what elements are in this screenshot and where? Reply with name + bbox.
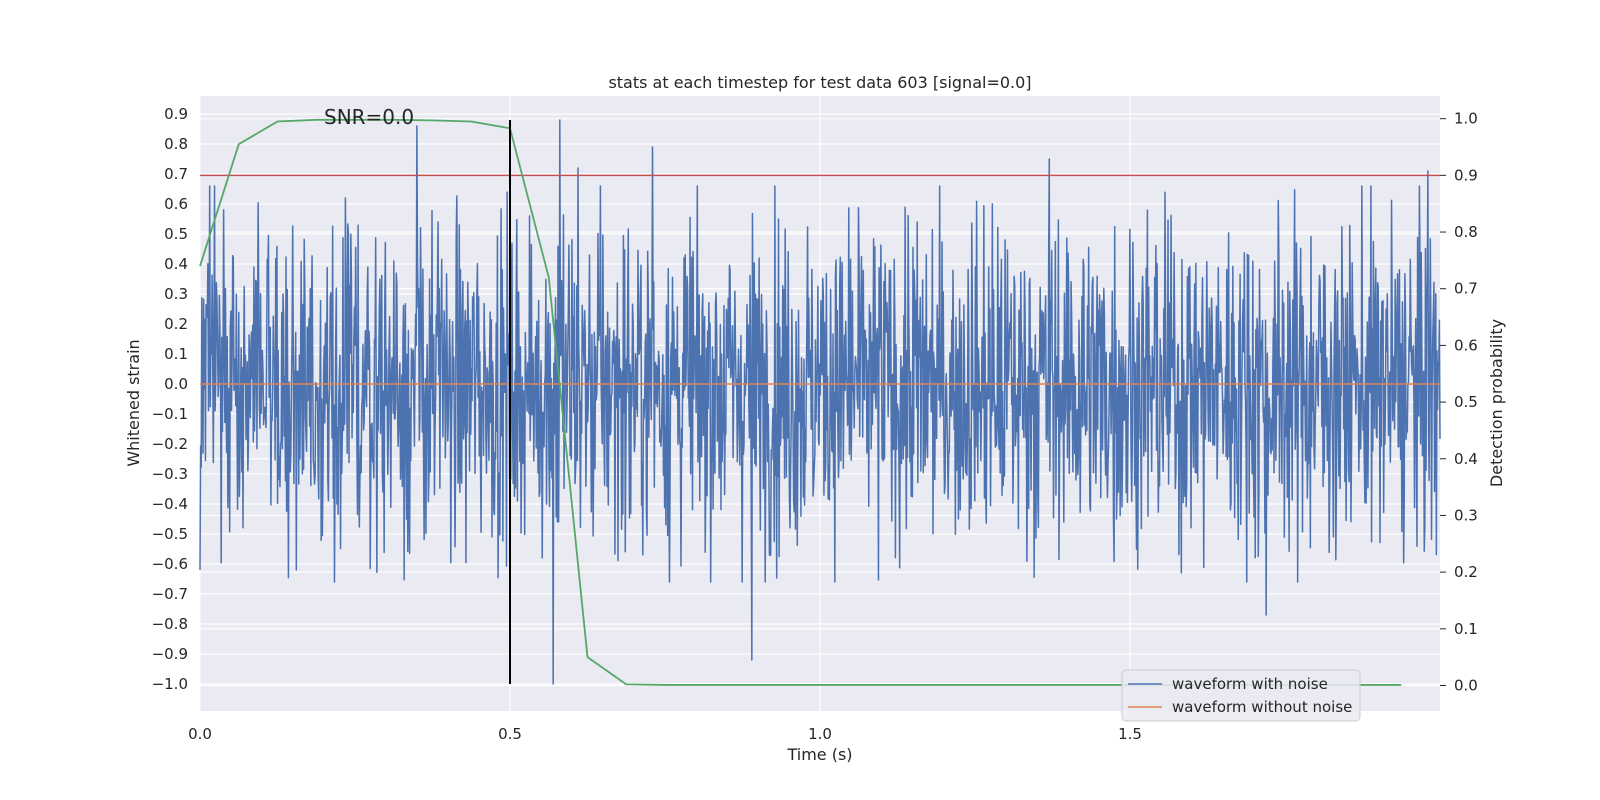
legend-label-waveform-without-noise: waveform without noise: [1172, 698, 1352, 716]
y-tick-label: 0.5: [164, 225, 188, 243]
y-axis-right-ticks: 1.0 0.9 0.8 0.7 0.6 0.5 0.4 0.3 0.2 0.1 0.0: [1440, 110, 1478, 694]
y-right-tick-label: 1.0: [1454, 110, 1478, 128]
y-tick-label: −0.4: [152, 495, 188, 513]
y-tick-label: 0.3: [164, 285, 188, 303]
x-tick-label: 1.0: [808, 725, 832, 743]
x-axis-ticks: 0.0 0.5 1.0 1.5: [188, 725, 1142, 743]
y-axis-ticks: 0.9 0.8 0.7 0.6 0.5 0.4 0.3 0.2 0.1 0.0 −0.1 −0.2 −0…: [152, 105, 188, 693]
y-tick-label: −1.0: [152, 675, 188, 693]
y-tick-label: −0.3: [152, 465, 188, 483]
y-tick-label: 0.1: [164, 345, 188, 363]
y-right-tick-label: 0.1: [1454, 620, 1478, 638]
y-right-tick-label: 0.8: [1454, 223, 1478, 241]
y-tick-label: −0.7: [152, 585, 188, 603]
y-right-tick-label: 0.4: [1454, 450, 1478, 468]
y-tick-label: −0.6: [152, 555, 188, 573]
y-right-tick-label: 0.5: [1454, 393, 1478, 411]
chart-title: stats at each timestep for test data 603…: [608, 73, 1031, 92]
y-right-tick-label: 0.3: [1454, 506, 1478, 524]
x-axis-label: Time (s): [786, 745, 852, 764]
y-tick-label: 0.0: [164, 375, 188, 393]
y-right-tick-label: 0.7: [1454, 280, 1478, 298]
x-tick-label: 0.5: [498, 725, 522, 743]
y-right-tick-label: 0.9: [1454, 166, 1478, 184]
legend: waveform with noise waveform without noi…: [1121, 669, 1361, 722]
series-waveform-with-noise: [199, 119, 1441, 685]
y-tick-label: 0.4: [164, 255, 188, 273]
y-tick-label: 0.9: [164, 105, 188, 123]
snr-annotation: SNR=0.0: [324, 105, 414, 129]
y-tick-label: 0.7: [164, 165, 188, 183]
y-tick-label: 0.2: [164, 315, 188, 333]
series-layer: [199, 118, 1441, 686]
legend-label-waveform-with-noise: waveform with noise: [1172, 675, 1328, 693]
y-tick-label: −0.1: [152, 405, 188, 423]
y-tick-label: −0.8: [152, 615, 188, 633]
y-tick-label: 0.8: [164, 135, 188, 153]
x-tick-label: 0.0: [188, 725, 212, 743]
y-axis-right-label: Detection probability: [1487, 319, 1506, 487]
y-tick-label: −0.5: [152, 525, 188, 543]
x-tick-label: 1.5: [1118, 725, 1142, 743]
y-tick-label: 0.6: [164, 195, 188, 213]
legend-box: [1121, 669, 1361, 722]
y-tick-label: −0.9: [152, 645, 188, 663]
y-right-tick-label: 0.0: [1454, 676, 1478, 694]
y-axis-label: Whitened strain: [124, 339, 143, 466]
y-right-tick-label: 0.2: [1454, 563, 1478, 581]
y-right-tick-label: 0.6: [1454, 336, 1478, 354]
y-tick-label: −0.2: [152, 435, 188, 453]
